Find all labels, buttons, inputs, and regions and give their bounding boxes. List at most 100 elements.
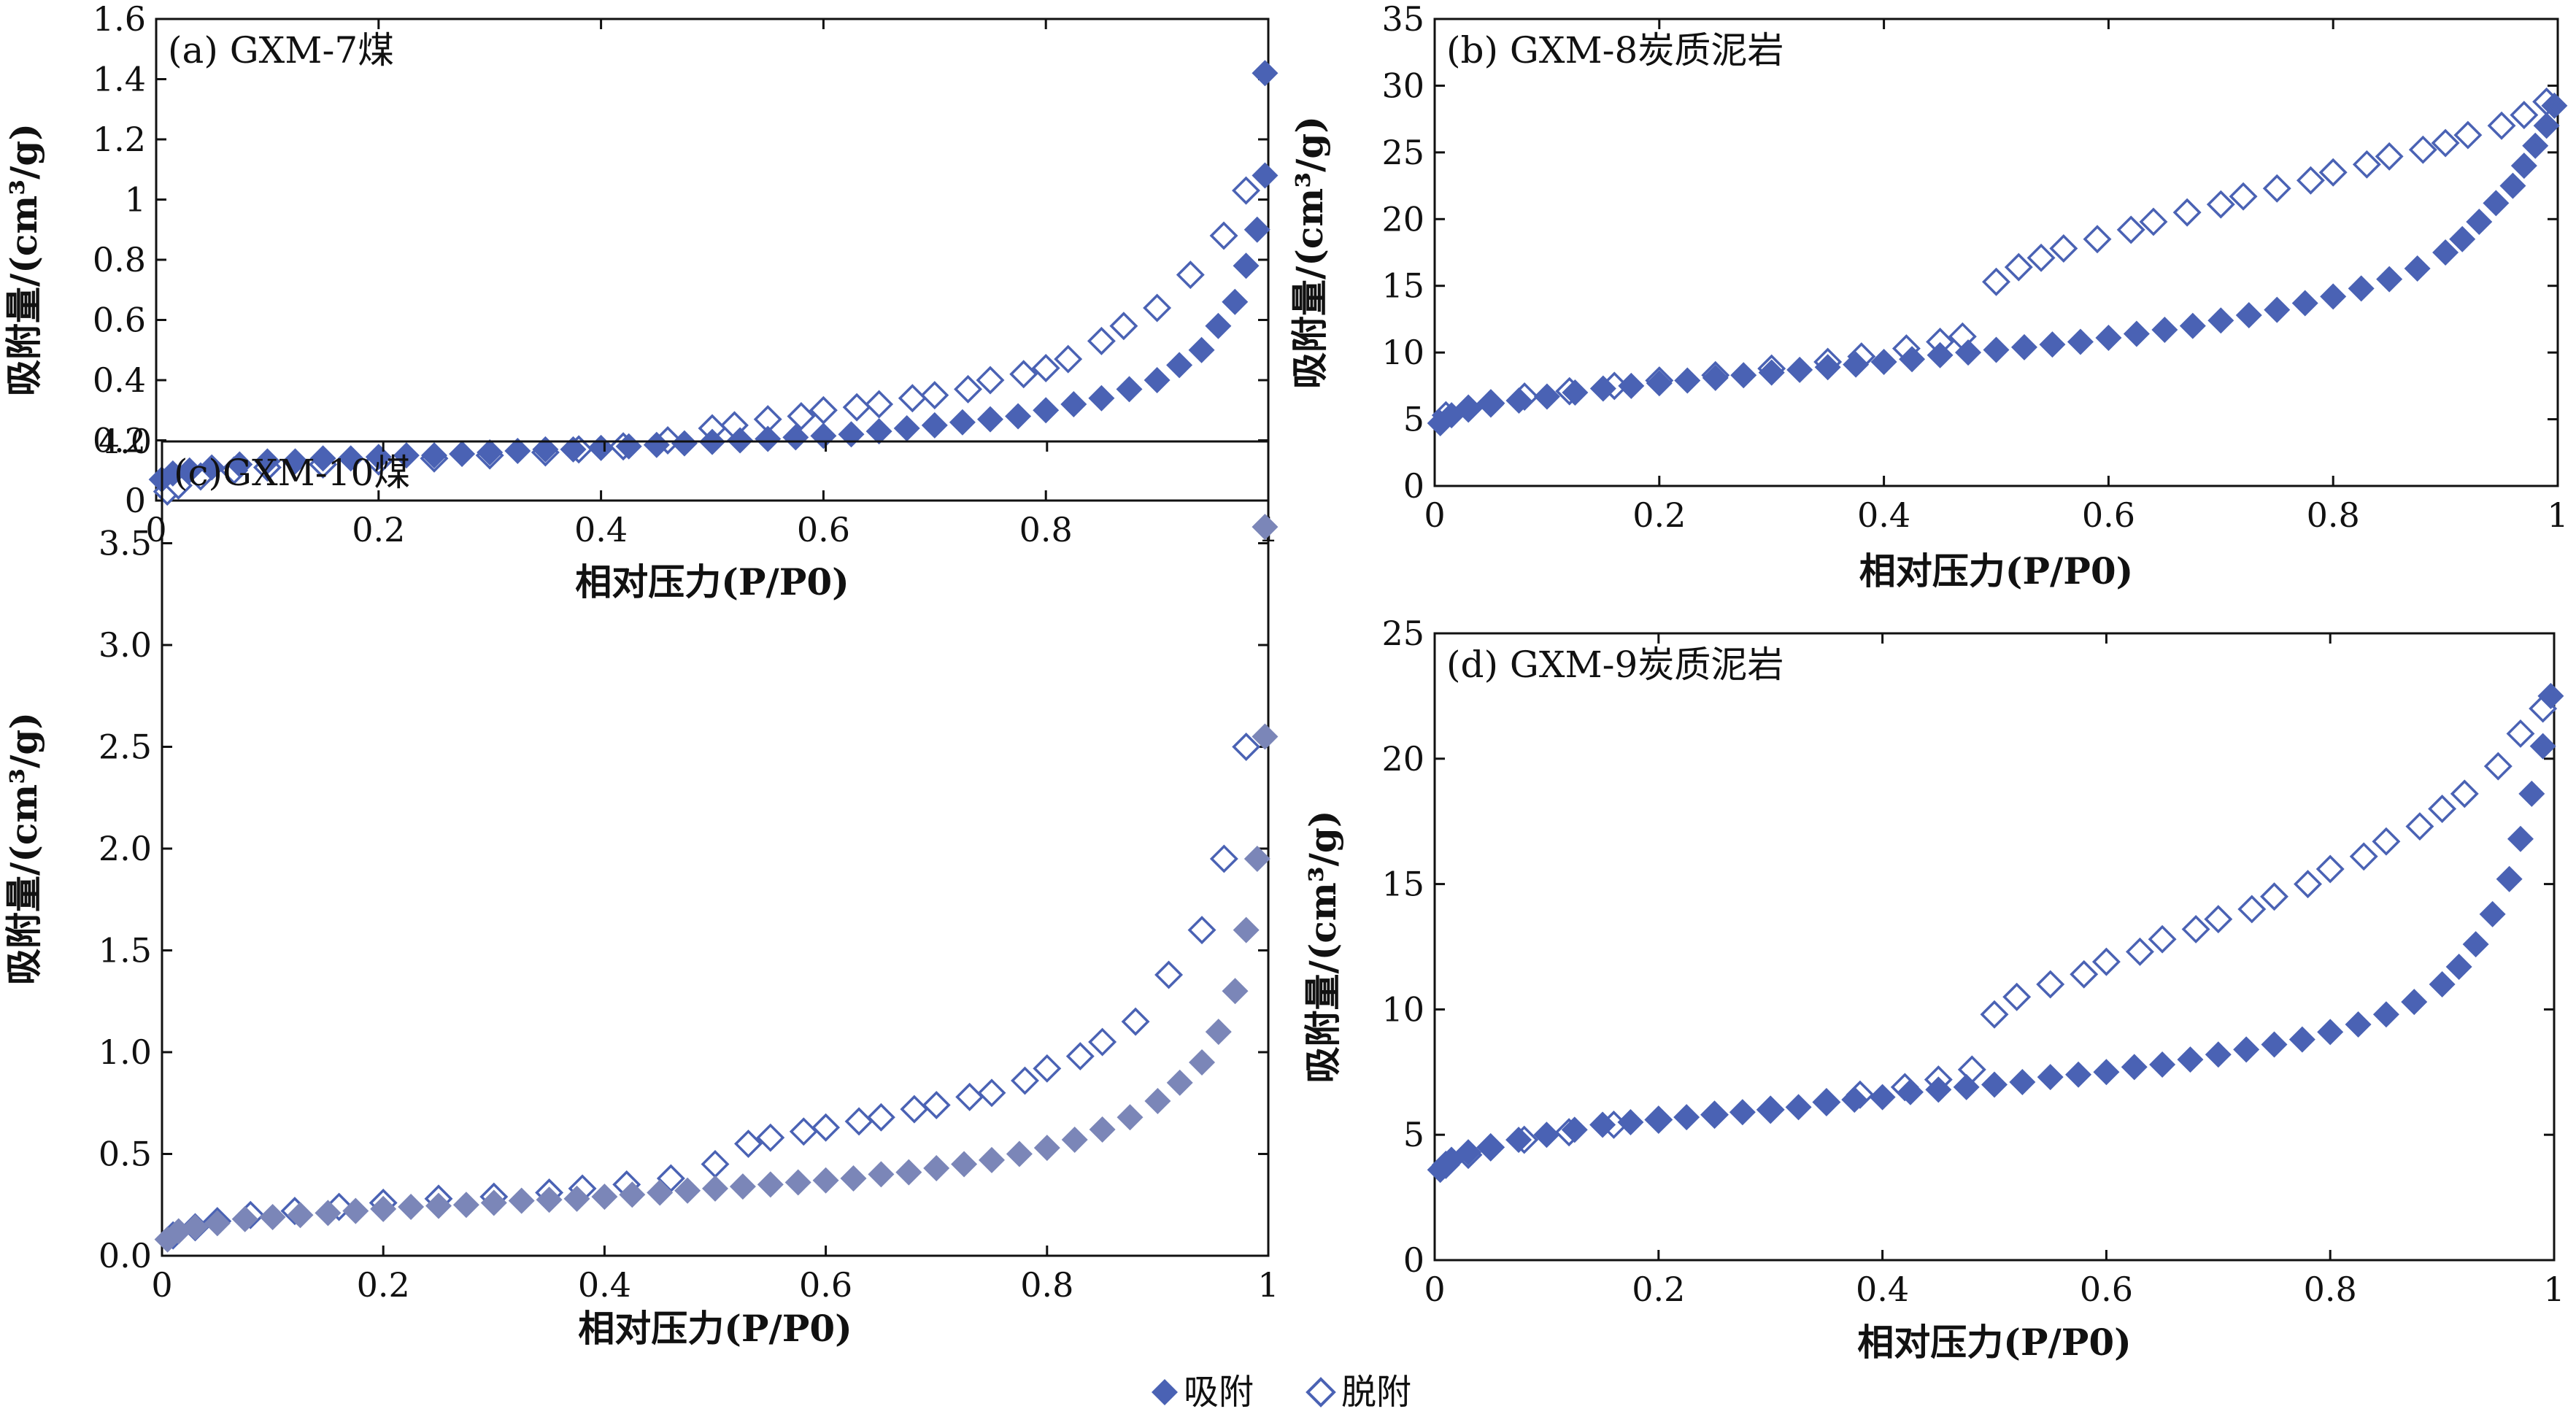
desorption-point [920,381,949,410]
adsorption-point [182,1213,209,1240]
x-tick-label: 0.4 [578,1265,631,1305]
adsorption-point [2179,312,2206,339]
adsorption-point [287,1202,314,1229]
adsorption-point [2207,307,2234,334]
desorption-point [1031,354,1060,382]
adsorption-point [2264,296,2291,323]
adsorption-point [2507,825,2534,852]
adsorption-point [1701,1101,1728,1128]
adsorption-point [1618,372,1645,399]
desorption-point [2431,128,2460,158]
adsorption-point [1897,1078,1924,1105]
adsorption-point [1222,288,1249,315]
adsorption-point [1617,1109,1644,1136]
y-tick-label: 1.5 [99,931,152,970]
desorption-point [1982,267,2010,296]
y-tick-label: 20 [1381,739,1424,779]
adsorption-point [2499,172,2526,199]
y-tick-label: 25 [1381,133,1424,172]
desorption-point [756,1123,785,1152]
adsorption-point [159,460,186,487]
adsorption-point [2345,1011,2372,1038]
x-tick-label: 0 [151,1265,172,1305]
adsorption-point [615,433,642,460]
desorption-point [1154,960,1184,989]
adsorption-point [2372,1001,2399,1028]
adsorption-point [480,1189,507,1216]
x-axis-label: 相对压力(P/P0) [575,560,849,603]
adsorption-point [1981,1071,2008,1098]
y-axis-label: 吸附量/(cm³/g) [2,712,45,985]
x-tick-label: 1 [2543,1270,2564,1309]
adsorption-point [840,1165,867,1192]
adsorption-point [1205,312,1232,339]
desorption-point [1065,1042,1095,1071]
desorption-point [2036,970,2065,999]
adsorption-point [1814,354,1841,381]
adsorption-point [1233,252,1260,279]
x-tick-label: 0 [1424,495,1445,535]
adsorption-point [563,1185,590,1212]
adsorption-point [949,409,976,436]
adsorption-point [1144,1087,1171,1114]
adsorption-point [782,424,809,451]
adsorption-point [2095,325,2122,352]
desorption-point [1209,221,1238,250]
adsorption-point [2466,208,2493,235]
y-tick-label: 25 [1381,614,1424,653]
adsorption-point [2039,331,2066,358]
adsorption-point [2288,1026,2315,1053]
adsorption-point [1455,395,1482,422]
desorption-point [2237,895,2267,924]
adsorption-point [1927,341,1954,368]
desorption-point [2428,795,2457,823]
adsorption-point [2261,1031,2288,1058]
adsorption-point [259,1203,286,1230]
adsorption-point [282,448,309,475]
x-tick-label: 0.8 [1019,510,1073,549]
y-tick-label: 0.6 [93,301,146,340]
x-tick-label: 0 [1424,1270,1445,1309]
desorption-point [789,1117,818,1146]
desorption-point [2318,158,2348,187]
desorption-point [2296,166,2325,195]
adsorption-point [1533,1121,1560,1148]
adsorption-point [923,1155,950,1182]
adsorption-point [1252,723,1279,750]
adsorption-point [309,445,336,472]
x-tick-label: 0.8 [1020,1265,1073,1305]
adsorption-point [1562,379,1589,406]
y-tick-label: 5 [1403,400,1424,439]
adsorption-point [2291,290,2318,317]
desorption-point [2262,174,2291,203]
legend: 吸附 脱附 [1152,1372,1411,1413]
x-tick-label: 0.6 [2080,1270,2133,1309]
adsorption-point [2067,328,2094,355]
adsorption-point [2529,733,2556,760]
desorption-point [1232,733,1261,761]
desorption-point [2260,882,2288,911]
adsorption-point [2376,266,2403,293]
desorption-point [2116,215,2145,244]
adsorption-point [231,1205,258,1232]
adsorption-point [315,1200,342,1227]
adsorption-point [1477,1134,1504,1161]
adsorption-point [532,436,559,463]
desorption-point [865,390,894,419]
adsorption-point [2065,1061,2092,1088]
adsorption-point [810,422,837,449]
desorption-point [2204,905,2233,934]
x-tick-label: 0.6 [799,1265,852,1305]
legend-adsorption-label: 吸附 [1184,1372,1254,1413]
desorption-point [1011,1066,1039,1095]
adsorption-point [2537,682,2564,709]
desorption-point [811,1113,841,1142]
adsorption-point [2123,320,2150,347]
adsorption-point [2401,989,2428,1016]
y-tick-label: 3.0 [99,625,152,665]
adsorption-point [204,1210,231,1237]
adsorption-point [560,436,587,463]
adsorption-point [449,441,476,468]
y-tick-label: 0 [125,481,146,520]
adsorption-point [1188,336,1215,363]
